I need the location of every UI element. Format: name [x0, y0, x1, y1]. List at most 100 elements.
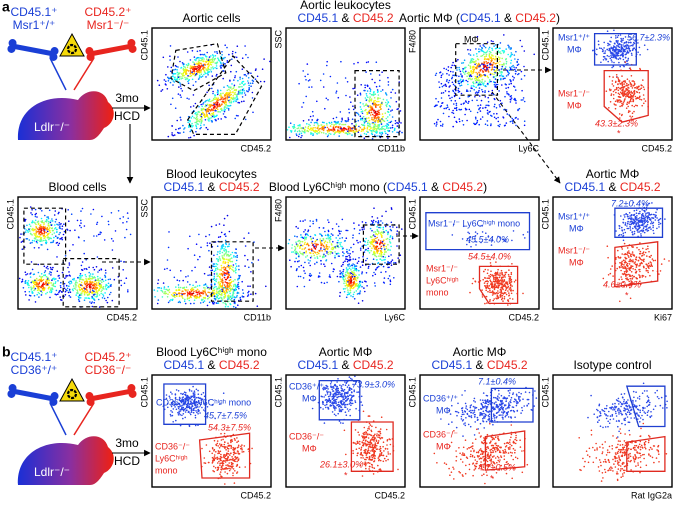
event-dot [248, 89, 250, 91]
event-dot [332, 127, 335, 129]
event-dot [612, 90, 615, 93]
event-dot [185, 276, 187, 278]
plot-title: CD45.1 & CD45.2 [163, 180, 259, 194]
event-dot [213, 265, 216, 268]
event-dot [508, 46, 510, 49]
event-dot [502, 117, 505, 119]
event-dot [381, 118, 383, 120]
event-dot [227, 305, 229, 308]
event-dot [179, 132, 181, 134]
event-dot [361, 228, 364, 231]
event-dot [167, 135, 170, 138]
event-dot [237, 283, 239, 286]
event-dot [34, 215, 37, 218]
event-dot [195, 295, 197, 298]
event-dot [622, 55, 624, 58]
event-dot [371, 94, 374, 96]
event-dot [380, 245, 383, 248]
event-dot [345, 128, 348, 131]
event-dot [620, 47, 623, 50]
event-dot [34, 213, 37, 216]
event-dot [225, 243, 227, 245]
event-dot [40, 276, 42, 278]
event-dot [228, 294, 230, 297]
event-dot [334, 251, 336, 253]
event-dot [241, 68, 244, 70]
event-dot [367, 131, 369, 133]
event-dot [221, 288, 223, 291]
event-dot [458, 118, 461, 120]
event-dot [263, 80, 266, 83]
event-dot [191, 294, 194, 296]
event-dot [217, 258, 220, 261]
event-dot [442, 123, 444, 125]
event-dot [314, 240, 317, 243]
event-dot [177, 66, 179, 68]
event-dot [309, 79, 311, 81]
event-dot [375, 106, 377, 108]
event-dot [639, 98, 641, 101]
event-dot [338, 241, 340, 244]
event-dot [378, 109, 380, 112]
event-dot [478, 65, 480, 68]
event-dot [68, 289, 71, 292]
event-dot [28, 286, 30, 289]
event-dot [123, 282, 126, 285]
event-dot [178, 292, 180, 294]
event-dot [106, 301, 109, 304]
event-dot [127, 290, 129, 293]
plot-frame [285, 27, 406, 141]
event-dot [491, 47, 493, 50]
event-dot [163, 268, 166, 271]
event-dot [310, 127, 312, 130]
event-dot [361, 128, 363, 131]
event-dot [622, 58, 625, 61]
event-dot [488, 111, 491, 113]
event-dot [487, 76, 490, 79]
event-dot [321, 243, 324, 245]
event-dot [640, 84, 642, 86]
event-dot [389, 241, 391, 243]
event-dot [183, 65, 185, 68]
event-dot [218, 281, 220, 283]
event-dot [359, 126, 362, 129]
event-dot [181, 294, 183, 297]
event-dot [491, 66, 494, 68]
event-dot [227, 107, 230, 110]
event-dot [31, 239, 34, 242]
event-dot [488, 46, 491, 49]
event-dot [48, 291, 51, 293]
event-dot [109, 278, 111, 281]
event-dot [453, 103, 455, 105]
event-dot [349, 256, 351, 258]
event-dot [235, 263, 237, 265]
event-dot [195, 72, 198, 75]
event-dot [40, 279, 42, 282]
event-dot [615, 51, 617, 53]
event-dot [347, 120, 349, 122]
event-dot [236, 254, 238, 257]
event-dot [451, 76, 454, 79]
event-dot [193, 62, 195, 64]
event-dot [297, 135, 300, 138]
event-dot [632, 48, 634, 51]
event-dot [482, 71, 485, 73]
event-dot [110, 285, 112, 287]
event-dot [628, 102, 630, 104]
event-dot [214, 106, 216, 109]
event-dot [44, 235, 47, 238]
event-dot [300, 127, 302, 129]
event-dot [31, 213, 33, 216]
event-dot [200, 69, 203, 71]
event-dot [221, 109, 223, 112]
event-dot [326, 131, 329, 133]
event-dot [205, 99, 207, 102]
donor-label: Msr1⁺/⁺ [13, 18, 56, 32]
event-dot [213, 270, 216, 273]
event-dot [227, 262, 230, 264]
event-dot [223, 254, 225, 257]
event-dot [54, 282, 57, 285]
event-dot [452, 83, 455, 86]
event-dot [514, 68, 516, 71]
event-dot [88, 271, 90, 274]
